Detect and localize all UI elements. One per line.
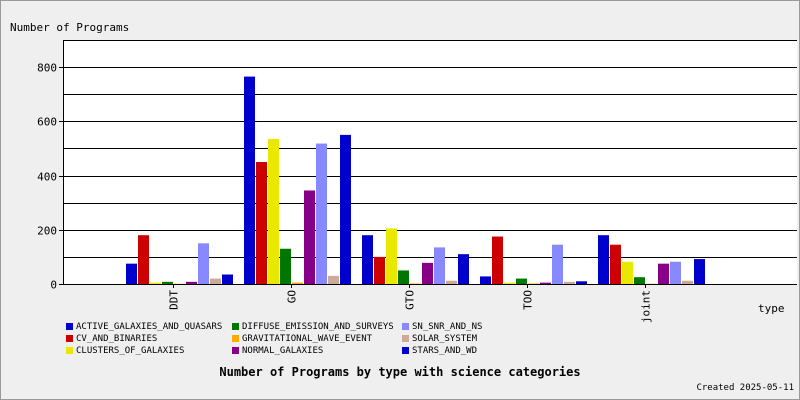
legend-label: CLUSTERS_OF_GALAXIES xyxy=(76,346,185,356)
legend-swatch xyxy=(232,347,239,354)
bar xyxy=(280,248,291,284)
bar xyxy=(528,283,539,284)
legend-label: CV_AND_BINARIES xyxy=(76,334,158,344)
bar xyxy=(398,270,409,284)
legend-swatch xyxy=(232,323,239,330)
bar xyxy=(576,281,587,284)
chart-title: Number of Programs by type with science … xyxy=(219,365,581,379)
bar xyxy=(540,282,551,284)
legend-swatch xyxy=(232,335,239,342)
legend-swatch xyxy=(402,347,409,354)
legend-label: SOLAR_SYSTEM xyxy=(412,334,478,344)
legend-label: GRAVITATIONAL_WAVE_EVENT xyxy=(242,334,373,344)
bar xyxy=(446,280,457,284)
created-date: Created 2025-05-11 xyxy=(696,383,794,393)
bar xyxy=(480,276,491,284)
bar xyxy=(362,235,373,284)
bar xyxy=(670,261,681,284)
bar xyxy=(256,162,267,284)
bar xyxy=(316,143,327,284)
bar xyxy=(504,282,515,284)
x-axis-label: type xyxy=(758,302,785,315)
bar xyxy=(386,228,397,284)
bar xyxy=(434,247,445,284)
bar xyxy=(244,76,255,284)
x-tick-label: joint xyxy=(640,290,653,323)
legend-label: SN_SNR_AND_NS xyxy=(412,322,483,332)
bar xyxy=(492,236,503,284)
y-tick-label: 600 xyxy=(37,116,57,129)
plot-area xyxy=(63,40,797,284)
y-tick-label: 800 xyxy=(37,62,57,75)
x-tick-label: GTO xyxy=(404,290,417,310)
legend-label: DIFFUSE_EMISSION_AND_SURVEYS xyxy=(242,322,394,332)
bar xyxy=(694,259,705,284)
bar xyxy=(138,235,149,284)
bar xyxy=(458,254,469,284)
bar xyxy=(410,283,421,284)
bar xyxy=(598,235,609,284)
bar xyxy=(150,282,161,284)
bar xyxy=(210,278,221,284)
bar xyxy=(186,281,197,284)
y-axis-label: Number of Programs xyxy=(10,21,130,34)
bar xyxy=(304,190,315,284)
bar xyxy=(634,277,645,284)
bar xyxy=(340,134,351,284)
bar xyxy=(222,274,233,284)
bar xyxy=(328,275,339,284)
bar xyxy=(374,256,385,284)
bar xyxy=(292,282,303,284)
bar xyxy=(198,243,209,284)
legend-label: ACTIVE_GALAXIES_AND_QUASARS xyxy=(76,322,223,332)
bar xyxy=(126,263,137,284)
bar xyxy=(268,138,279,284)
legend-swatch xyxy=(66,335,73,342)
bar xyxy=(622,261,633,284)
y-tick-label: 0 xyxy=(50,279,57,292)
bar xyxy=(682,280,693,284)
legend-swatch xyxy=(402,323,409,330)
y-tick-label: 400 xyxy=(37,171,57,184)
legend-swatch xyxy=(66,347,73,354)
x-tick-label: GO xyxy=(286,290,299,303)
legend-label: NORMAL_GALAXIES xyxy=(242,346,324,356)
bar xyxy=(658,263,669,284)
x-tick-label: TOO xyxy=(522,290,535,310)
legend-swatch xyxy=(66,323,73,330)
bar xyxy=(516,278,527,284)
y-tick-label: 200 xyxy=(37,225,57,238)
bar xyxy=(552,244,563,284)
x-tick-label: DDT xyxy=(168,290,181,310)
bar xyxy=(422,262,433,284)
bar xyxy=(162,281,173,284)
bar xyxy=(564,281,575,284)
bar xyxy=(610,244,621,284)
legend-label: STARS_AND_WD xyxy=(412,346,478,356)
legend-swatch xyxy=(402,335,409,342)
